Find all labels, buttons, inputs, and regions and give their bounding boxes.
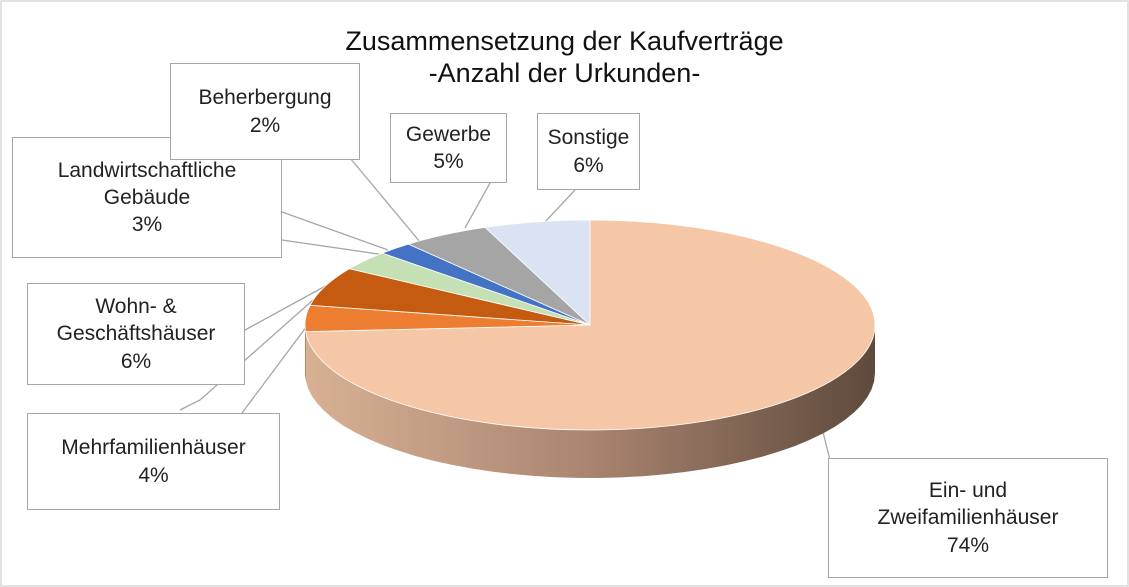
leader-line bbox=[821, 427, 831, 461]
category-label: Wohn- & Geschäftshäuser bbox=[56, 295, 216, 346]
category-label: Landwirtschaftliche Gebäude bbox=[57, 158, 237, 209]
chart-subtitle: -Anzahl der Urkunden- bbox=[428, 58, 701, 88]
data-label: Mehrfamilienhäuser 4% bbox=[27, 413, 280, 510]
category-label: Sonstige bbox=[547, 126, 630, 150]
leader-line bbox=[544, 189, 576, 223]
data-label: Gewerbe 5% bbox=[390, 113, 507, 183]
pie-slice-side bbox=[305, 325, 306, 380]
pie-slice bbox=[484, 219, 591, 326]
data-label: Ein- und Zweifamilienhäuser 74% bbox=[828, 458, 1108, 578]
value-label: 5% bbox=[433, 150, 464, 173]
category-label: Beherbergung bbox=[198, 86, 332, 110]
chart-title: Zusammensetzung der Kaufverträge bbox=[345, 26, 784, 56]
category-label: Ein- und Zweifamilienhäuser bbox=[877, 479, 1059, 530]
leader-line bbox=[241, 321, 311, 414]
leader-line bbox=[179, 284, 331, 411]
value-label: 6% bbox=[120, 349, 152, 373]
value-label: 4% bbox=[138, 463, 169, 487]
category-label: Gewerbe bbox=[405, 122, 492, 146]
value-label: 3% bbox=[131, 213, 163, 237]
leader-line bbox=[464, 182, 491, 229]
leader-lines bbox=[179, 139, 831, 461]
leader-line bbox=[281, 211, 389, 251]
data-label: Sonstige 6% bbox=[537, 113, 640, 190]
value-label: 2% bbox=[249, 113, 281, 137]
category-label: Mehrfamilienhäuser bbox=[61, 436, 246, 460]
pie-slice-side bbox=[305, 325, 875, 478]
data-label: Beherbergung 2% bbox=[170, 63, 360, 160]
leader-line bbox=[281, 239, 386, 256]
value-label: 6% bbox=[573, 153, 604, 177]
pie bbox=[304, 219, 876, 478]
data-label: Landwirtschaftliche Gebäude 3% bbox=[12, 137, 282, 258]
data-label: Wohn- & Geschäftshäuser 6% bbox=[27, 283, 245, 385]
value-label: 74% bbox=[946, 533, 990, 557]
